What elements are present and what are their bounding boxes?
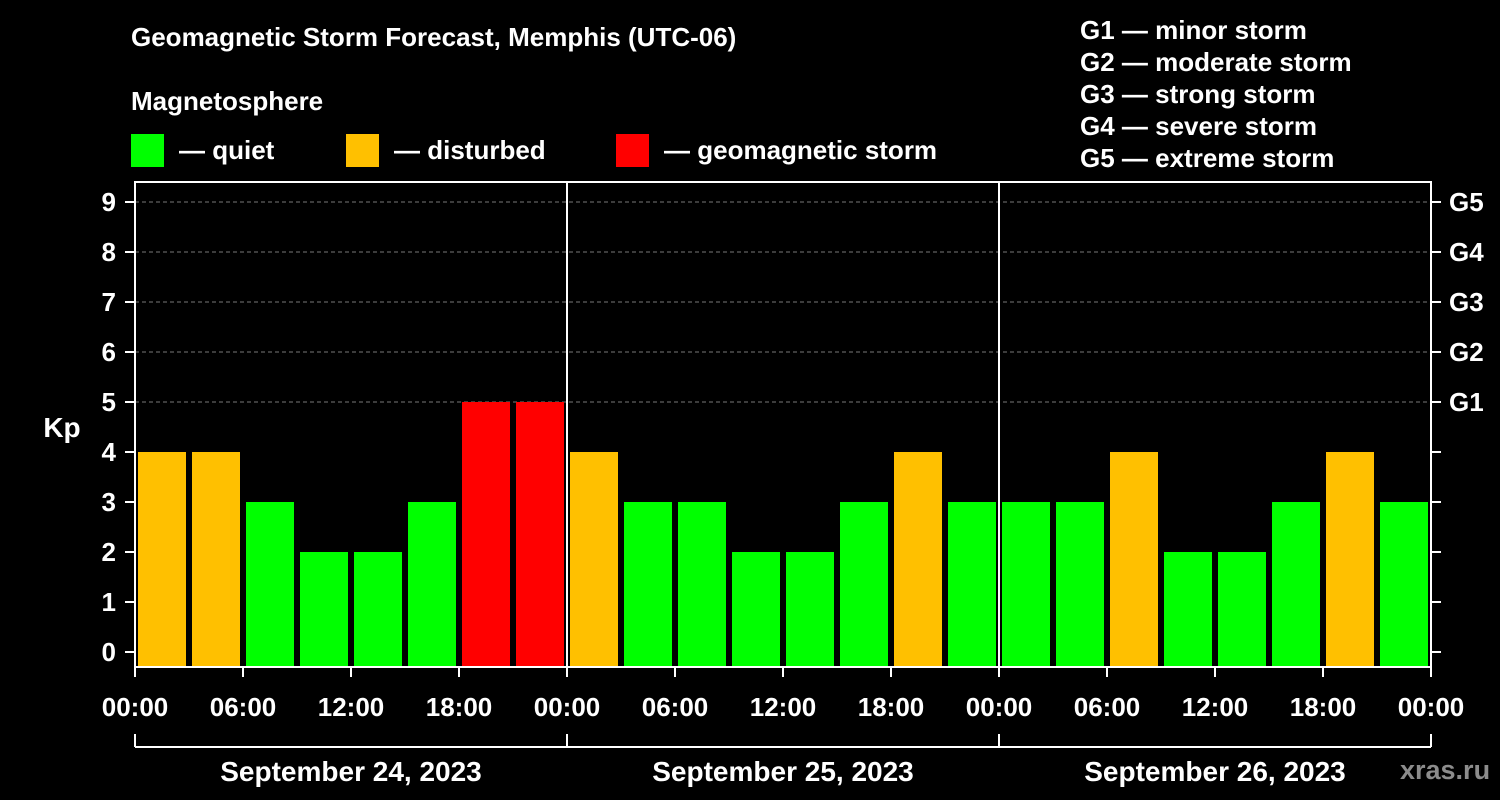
bar-day3-5 [1218, 552, 1266, 667]
y-tick-label-7: 7 [102, 287, 116, 317]
storm-scale-g3: G3 — strong storm [1080, 79, 1316, 109]
x-tick-label-7: 18:00 [858, 692, 925, 722]
bar-day1-5 [354, 552, 402, 667]
right-axis-label-g2: G2 [1449, 337, 1484, 367]
y-tick-label-2: 2 [102, 537, 116, 567]
x-tick-label-5: 06:00 [642, 692, 709, 722]
bar-day2-8 [948, 502, 996, 667]
x-tick-label-3: 18:00 [426, 692, 493, 722]
legend-label-quiet: — quiet [179, 135, 275, 165]
bar-day1-2 [192, 452, 240, 667]
chart-title: Geomagnetic Storm Forecast, Memphis (UTC… [131, 22, 737, 52]
y-tick-label-5: 5 [102, 387, 116, 417]
right-axis-label-g1: G1 [1449, 387, 1484, 417]
storm-scale-g2: G2 — moderate storm [1080, 47, 1352, 77]
x-tick-label-12: 00:00 [1398, 692, 1465, 722]
x-tick-label-1: 06:00 [210, 692, 277, 722]
bar-day1-8 [516, 402, 564, 667]
y-axis-label: Kp [43, 412, 80, 443]
y-tick-label-4: 4 [102, 437, 117, 467]
legend-swatch-storm [616, 134, 649, 167]
legend-quiet: — quiet [131, 134, 274, 167]
x-tick-label-8: 00:00 [966, 692, 1033, 722]
x-tick-label-11: 18:00 [1290, 692, 1357, 722]
bar-day2-7 [894, 452, 942, 667]
right-axis-label-g3: G3 [1449, 287, 1484, 317]
bar-day2-5 [786, 552, 834, 667]
legend-swatch-quiet [131, 134, 164, 167]
bar-day2-1 [570, 452, 618, 667]
bar-day1-6 [408, 502, 456, 667]
x-tick-label-4: 00:00 [534, 692, 601, 722]
bar-day3-3 [1110, 452, 1158, 667]
watermark: xras.ru [1400, 755, 1491, 785]
y-tick-label-9: 9 [102, 187, 116, 217]
x-tick-label-0: 00:00 [102, 692, 169, 722]
bar-day2-3 [678, 502, 726, 667]
storm-scale-g4: G4 — severe storm [1080, 111, 1318, 141]
bar-day2-6 [840, 502, 888, 667]
bar-day3-7 [1326, 452, 1374, 667]
bar-day3-2 [1056, 502, 1104, 667]
legend-label-disturbed: — disturbed [394, 135, 546, 165]
bar-day3-1 [1002, 502, 1050, 667]
right-axis-label-g4: G4 [1449, 237, 1484, 267]
legend-disturbed: — disturbed [346, 134, 546, 167]
bar-day1-3 [246, 502, 294, 667]
x-tick-label-2: 12:00 [318, 692, 385, 722]
y-tick-label-0: 0 [102, 637, 116, 667]
day-label-1: September 24, 2023 [220, 756, 482, 787]
bar-day1-1 [138, 452, 186, 667]
y-tick-label-6: 6 [102, 337, 116, 367]
y-tick-label-8: 8 [102, 237, 116, 267]
storm-scale-legend: G1 — minor storm G2 — moderate storm G3 … [1080, 14, 1352, 174]
x-tick-label-9: 06:00 [1074, 692, 1141, 722]
bar-day2-4 [732, 552, 780, 667]
legend-title: Magnetosphere [131, 86, 324, 116]
y-tick-label-3: 3 [102, 487, 116, 517]
legend-label-storm: — geomagnetic storm [664, 135, 938, 165]
day-label-3: September 26, 2023 [1084, 756, 1346, 787]
bar-day1-4 [300, 552, 348, 667]
storm-scale-g1: G1 — minor storm [1080, 15, 1307, 45]
y-tick-label-1: 1 [102, 587, 116, 617]
x-tick-label-6: 12:00 [750, 692, 817, 722]
bar-day1-7 [462, 402, 510, 667]
storm-scale-g5: G5 — extreme storm [1080, 143, 1335, 173]
legend-storm: — geomagnetic storm [616, 134, 937, 167]
bar-day2-2 [624, 502, 672, 667]
bar-day3-8 [1380, 502, 1428, 667]
x-tick-label-10: 12:00 [1182, 692, 1249, 722]
legend-swatch-disturbed [346, 134, 379, 167]
day-label-2: September 25, 2023 [652, 756, 914, 787]
bar-day3-4 [1164, 552, 1212, 667]
right-axis-label-g5: G5 [1449, 187, 1484, 217]
bar-day3-6 [1272, 502, 1320, 667]
